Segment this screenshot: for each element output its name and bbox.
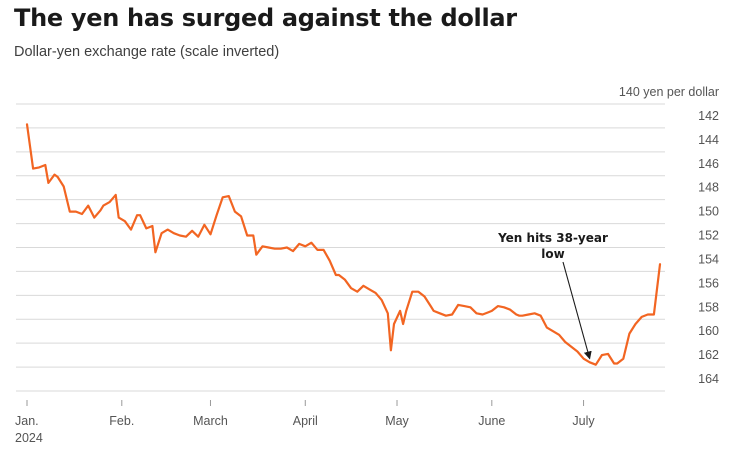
y-axis: 140 yen per dollar 142 144 146 148 150 152 154 1… xyxy=(619,85,719,386)
x-tick-label: April xyxy=(293,414,318,428)
x-tick-label: March xyxy=(193,414,228,428)
y-tick-label: 140 yen per dollar xyxy=(619,85,719,99)
x-tick-label: June xyxy=(478,414,505,428)
x-tick-label: Jan. xyxy=(15,414,39,428)
annotation-label: Yen hits 38-year xyxy=(497,231,608,245)
y-tick-label: 160 xyxy=(698,324,719,338)
x-tick-label: May xyxy=(385,414,409,428)
gridlines xyxy=(16,103,665,392)
x-axis: Jan. 2024 Feb. March April May June July xyxy=(15,400,595,445)
y-tick-label: 152 xyxy=(698,229,719,243)
y-tick-label: 156 xyxy=(698,276,719,290)
y-tick-label: 154 xyxy=(698,252,719,266)
y-tick-label: 150 xyxy=(698,205,719,219)
chart-title: The yen has surged against the dollar xyxy=(14,4,517,32)
x-tick-label: Feb. xyxy=(109,414,134,428)
series-layer xyxy=(25,123,662,366)
y-tick-label: 148 xyxy=(698,181,719,195)
y-tick-label: 144 xyxy=(698,133,719,147)
x-tick-sublabel: 2024 xyxy=(15,431,43,445)
y-tick-label: 164 xyxy=(698,372,719,386)
y-tick-label: 158 xyxy=(698,300,719,314)
annotation-label: low xyxy=(541,247,564,261)
series-line xyxy=(25,123,662,366)
y-tick-label: 146 xyxy=(698,157,719,171)
y-tick-label: 162 xyxy=(698,348,719,362)
y-tick-label: 142 xyxy=(698,109,719,123)
chart-subtitle: Dollar-yen exchange rate (scale inverted… xyxy=(14,44,280,60)
annotation-arrow xyxy=(562,261,592,360)
x-tick-label: July xyxy=(572,414,595,428)
annotation: Yen hits 38-year low xyxy=(497,231,608,360)
